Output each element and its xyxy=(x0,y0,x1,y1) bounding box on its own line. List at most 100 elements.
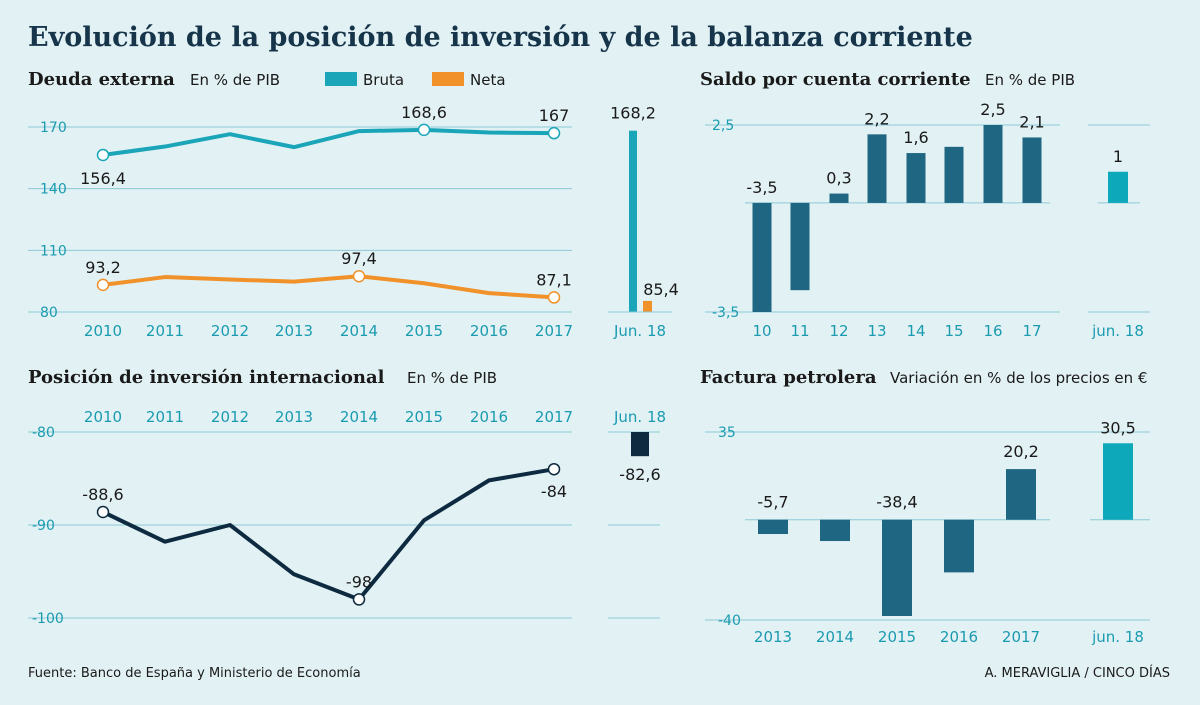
deuda-label-neta: 87,1 xyxy=(536,270,572,289)
saldo-bar xyxy=(790,202,810,291)
deuda-xtick: 2014 xyxy=(340,322,378,340)
saldo-bar-label: 0,3 xyxy=(826,169,851,188)
posicion-xtick: 2010 xyxy=(84,408,122,426)
saldo-bar-label: -3,5 xyxy=(746,178,777,197)
saldo-bar xyxy=(983,125,1003,203)
factura-bar-label: 20,2 xyxy=(1003,442,1039,461)
factura-xtick: 2015 xyxy=(878,628,916,646)
deuda-ytick: 140 xyxy=(40,182,67,198)
posicion-marker xyxy=(352,593,366,606)
legend-bruta-label: Bruta xyxy=(363,71,404,89)
deuda-jun18-bar-bruta xyxy=(629,130,637,312)
saldo-bar-label: 2,1 xyxy=(1019,112,1044,131)
saldo-ytick: -3,5 xyxy=(712,305,739,321)
deuda-label-neta: 97,4 xyxy=(341,249,377,268)
factura-bar xyxy=(1006,469,1036,520)
deuda-xtick: 2015 xyxy=(405,322,443,340)
deuda-xtick: 2016 xyxy=(470,322,508,340)
factura-bar xyxy=(820,519,850,542)
posicion-label: -98 xyxy=(346,572,372,591)
saldo-unit: En % de PIB xyxy=(985,71,1075,89)
posicion-xtick: 2011 xyxy=(146,408,184,426)
deuda-marker-bruta xyxy=(417,123,431,137)
factura-jun18-bar xyxy=(1103,443,1133,520)
legend-neta-label: Neta xyxy=(470,71,506,89)
posicion-title: Posición de inversión internacional xyxy=(28,367,385,388)
saldo-xtick: 15 xyxy=(944,322,963,340)
saldo-title: Saldo por cuenta corriente xyxy=(700,69,971,90)
factura-jun18-xtick: jun. 18 xyxy=(1091,628,1144,646)
posicion-jun18-label: -82,6 xyxy=(619,465,660,484)
deuda-jun18-label-bruta: 168,2 xyxy=(610,104,656,123)
deuda-xtick: 2017 xyxy=(535,322,573,340)
posicion-jun18-bar xyxy=(631,432,649,457)
saldo-bar xyxy=(867,134,887,203)
deuda-ytick: 170 xyxy=(40,120,67,136)
factura-bar xyxy=(882,519,912,616)
deuda-label-neta: 93,2 xyxy=(85,258,121,277)
posicion-marker xyxy=(96,505,110,519)
factura-xtick: 2016 xyxy=(940,628,978,646)
deuda-jun18-xtick: Jun. 18 xyxy=(613,322,666,340)
posicion-label: -84 xyxy=(541,482,567,501)
saldo-bar xyxy=(752,202,772,312)
deuda-xtick: 2010 xyxy=(84,322,122,340)
saldo-xtick: 11 xyxy=(790,322,809,340)
deuda-jun18-bar-neta xyxy=(643,300,652,312)
saldo-bar-label: 2,5 xyxy=(980,100,1005,119)
saldo-ytick: 2,5 xyxy=(712,118,734,134)
saldo-jun18-xtick: jun. 18 xyxy=(1091,322,1144,340)
saldo-bar xyxy=(829,193,849,203)
saldo-xtick: 10 xyxy=(752,322,771,340)
saldo-jun18-bar xyxy=(1108,171,1128,203)
saldo-xtick: 16 xyxy=(983,322,1002,340)
deuda-ytick: 110 xyxy=(40,243,67,259)
deuda-marker-neta xyxy=(352,269,366,283)
posicion-xtick: 2014 xyxy=(340,408,378,426)
deuda-label-bruta: 167 xyxy=(539,106,570,125)
deuda-marker-bruta xyxy=(96,148,110,162)
deuda-jun18-label-neta: 85,4 xyxy=(643,280,679,299)
deuda-marker-neta xyxy=(96,278,110,292)
deuda-ytick: 80 xyxy=(40,305,58,321)
saldo-xtick: 12 xyxy=(829,322,848,340)
deuda-xtick: 2013 xyxy=(275,322,313,340)
deuda-line-neta xyxy=(102,274,555,300)
deuda-xtick: 2012 xyxy=(211,322,249,340)
saldo-bar xyxy=(944,146,964,203)
deuda-label-bruta: 156,4 xyxy=(80,169,126,188)
saldo-bar xyxy=(906,153,926,203)
posicion-unit: En % de PIB xyxy=(407,369,497,387)
page-title: Evolución de la posición de inversión y … xyxy=(28,22,973,53)
posicion-ytick: -90 xyxy=(32,518,55,534)
deuda-marker-bruta xyxy=(547,126,561,140)
legend-neta-swatch xyxy=(432,72,464,86)
deuda-line-bruta xyxy=(102,127,555,157)
posicion-marker xyxy=(547,462,561,476)
factura-unit: Variación en % de los precios en € xyxy=(890,369,1147,387)
saldo-bar-label: 1,6 xyxy=(903,128,928,147)
deuda-xtick: 2011 xyxy=(146,322,184,340)
posicion-line xyxy=(102,467,555,602)
deuda-unit: En % de PIB xyxy=(190,71,280,89)
posicion-xtick: 2012 xyxy=(211,408,249,426)
factura-bar-label: -5,7 xyxy=(757,493,788,512)
deuda-marker-neta xyxy=(547,291,561,304)
factura-jun18-label: 30,5 xyxy=(1100,418,1136,437)
saldo-jun18-label: 1 xyxy=(1113,147,1123,166)
factura-ytick: 35 xyxy=(718,425,736,441)
saldo-bar-label: 2,2 xyxy=(864,109,889,128)
factura-xtick: 2013 xyxy=(754,628,792,646)
posicion-xtick: 2016 xyxy=(470,408,508,426)
posicion-label: -88,6 xyxy=(82,485,123,504)
factura-xtick: 2017 xyxy=(1002,628,1040,646)
factura-xtick: 2014 xyxy=(816,628,854,646)
source-note: Fuente: Banco de España y Ministerio de … xyxy=(28,666,361,681)
credit-note: A. MERAVIGLIA / CINCO DÍAS xyxy=(985,665,1170,681)
saldo-xtick: 17 xyxy=(1022,322,1041,340)
posicion-ytick: -100 xyxy=(32,611,64,627)
posicion-xtick: 2017 xyxy=(535,408,573,426)
